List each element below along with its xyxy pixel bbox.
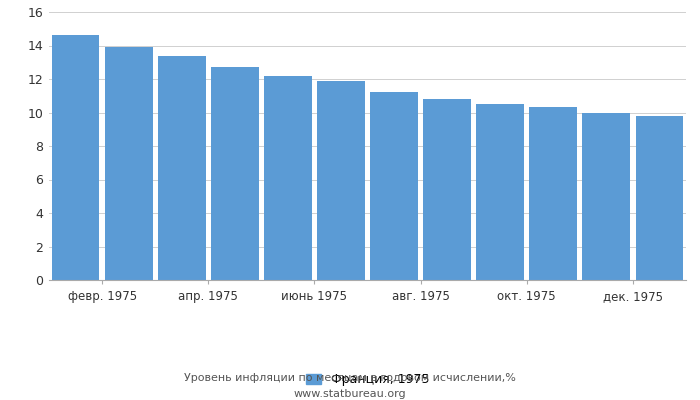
Bar [370, 92, 418, 280]
Bar [476, 104, 524, 280]
Bar [211, 67, 259, 280]
Bar [158, 56, 206, 280]
Bar [529, 108, 578, 280]
Legend: Франция, 1975: Франция, 1975 [306, 373, 429, 386]
Bar [264, 76, 312, 280]
Bar [636, 116, 683, 280]
Bar [105, 47, 153, 280]
Bar [317, 81, 365, 280]
Text: Уровень инфляции по месяцам в годовом исчислении,%: Уровень инфляции по месяцам в годовом ис… [184, 373, 516, 383]
Bar [582, 112, 630, 280]
Bar [424, 99, 471, 280]
Bar [52, 36, 99, 280]
Text: www.statbureau.org: www.statbureau.org [294, 389, 406, 399]
